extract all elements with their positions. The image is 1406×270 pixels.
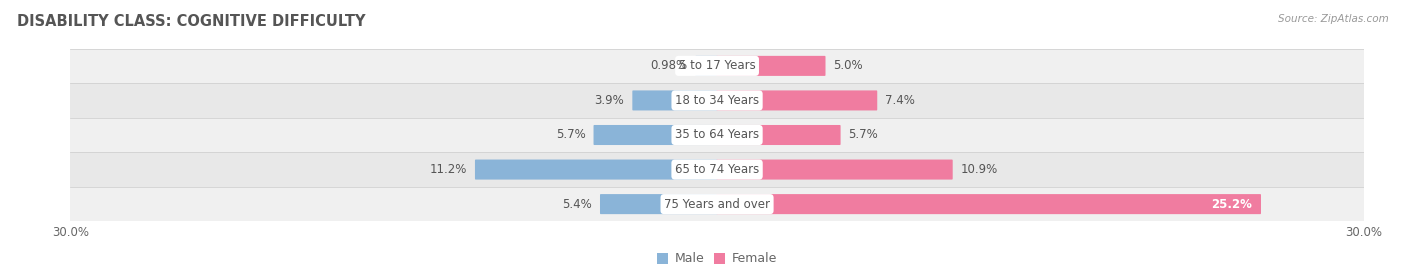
- Bar: [70, 187, 1364, 221]
- Text: 5.7%: 5.7%: [555, 129, 585, 141]
- Bar: [70, 83, 1364, 118]
- Text: 65 to 74 Years: 65 to 74 Years: [675, 163, 759, 176]
- Text: 18 to 34 Years: 18 to 34 Years: [675, 94, 759, 107]
- Text: 5 to 17 Years: 5 to 17 Years: [679, 59, 755, 72]
- FancyBboxPatch shape: [717, 125, 841, 145]
- Legend: Male, Female: Male, Female: [652, 247, 782, 270]
- Text: 25.2%: 25.2%: [1211, 198, 1251, 211]
- Text: 10.9%: 10.9%: [960, 163, 998, 176]
- Bar: [70, 118, 1364, 152]
- FancyBboxPatch shape: [600, 194, 717, 214]
- FancyBboxPatch shape: [717, 160, 953, 180]
- Text: 5.0%: 5.0%: [834, 59, 863, 72]
- Text: 35 to 64 Years: 35 to 64 Years: [675, 129, 759, 141]
- Text: 75 Years and over: 75 Years and over: [664, 198, 770, 211]
- Text: 3.9%: 3.9%: [595, 94, 624, 107]
- Text: 11.2%: 11.2%: [430, 163, 467, 176]
- Text: 0.98%: 0.98%: [650, 59, 688, 72]
- Text: DISABILITY CLASS: COGNITIVE DIFFICULTY: DISABILITY CLASS: COGNITIVE DIFFICULTY: [17, 14, 366, 29]
- Text: 7.4%: 7.4%: [886, 94, 915, 107]
- FancyBboxPatch shape: [475, 160, 717, 180]
- Text: 5.4%: 5.4%: [562, 198, 592, 211]
- Text: Source: ZipAtlas.com: Source: ZipAtlas.com: [1278, 14, 1389, 23]
- Bar: [70, 49, 1364, 83]
- Text: 5.7%: 5.7%: [849, 129, 879, 141]
- FancyBboxPatch shape: [717, 56, 825, 76]
- FancyBboxPatch shape: [696, 56, 717, 76]
- FancyBboxPatch shape: [717, 194, 1261, 214]
- FancyBboxPatch shape: [633, 90, 717, 110]
- FancyBboxPatch shape: [593, 125, 717, 145]
- Bar: [70, 152, 1364, 187]
- FancyBboxPatch shape: [717, 90, 877, 110]
